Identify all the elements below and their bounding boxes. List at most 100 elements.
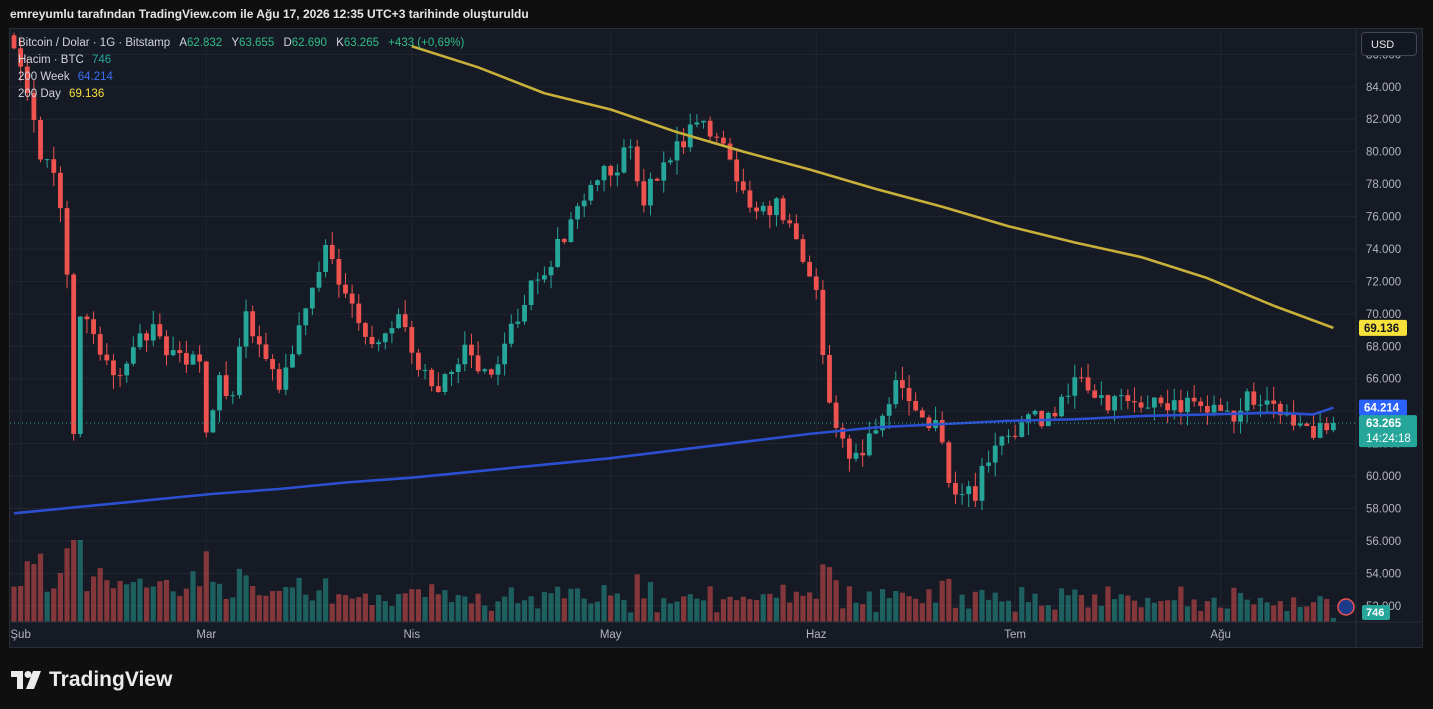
volume-bar [1198, 610, 1204, 622]
volume-bar [409, 589, 415, 622]
candle-body [608, 165, 614, 176]
candle-body [210, 410, 216, 433]
symbol-title[interactable]: Bitcoin / Dolar · 1G · Bitstamp [18, 37, 171, 49]
candle-body [1052, 412, 1058, 417]
volume-bar [588, 603, 594, 622]
volume-bar [700, 600, 707, 622]
x-tick-label: May [600, 629, 622, 641]
volume-bar [1257, 597, 1264, 622]
candle-body [1025, 414, 1031, 423]
candle-body [853, 452, 859, 459]
volume-bar [1178, 586, 1184, 622]
candle-body [827, 354, 832, 403]
candle-body [495, 364, 501, 375]
candle-body [926, 417, 932, 429]
candle-body [893, 380, 899, 405]
candle-body [250, 311, 256, 337]
volume-bar [1039, 605, 1045, 622]
candle-body [621, 147, 627, 173]
candle-body [1291, 413, 1296, 426]
volume-bar [561, 598, 567, 622]
candle-body [972, 486, 978, 501]
currency-button[interactable]: USD [1361, 32, 1417, 56]
volume-bar [382, 601, 388, 622]
candle-body [906, 387, 912, 402]
candle-body [435, 386, 441, 392]
volume-bar [1284, 611, 1290, 622]
candle-body [886, 404, 892, 416]
volume-bar [1330, 617, 1336, 622]
candle-body [953, 482, 958, 495]
candle-body [767, 205, 773, 216]
volume-bar [999, 601, 1005, 622]
volume-bar [767, 593, 773, 622]
volume-bar [97, 568, 103, 622]
candle-body [362, 323, 368, 337]
ma-day-badge-bg [1359, 319, 1407, 336]
volume-bar [601, 585, 607, 622]
candle-body [1006, 435, 1011, 437]
candle-body [754, 207, 759, 212]
candle-body [455, 364, 461, 373]
y-tick-label: 68.000 [1366, 341, 1401, 353]
candle-body [270, 358, 275, 370]
volume-bar [621, 599, 627, 622]
candle-body [979, 465, 985, 501]
volume-bar [283, 586, 289, 622]
volume-badge-bg [1362, 605, 1390, 620]
legend-ohlc: Bitcoin / Dolar · 1G · Bitstamp A62.832 … [18, 35, 464, 52]
candle-body [1231, 410, 1237, 422]
candle-body [913, 401, 919, 411]
volume-bar [1045, 605, 1051, 622]
volume-bar [488, 610, 494, 622]
candle-body [1244, 391, 1250, 411]
candle-body [1218, 404, 1224, 411]
volume-bar [846, 586, 852, 622]
candle-body [614, 172, 620, 176]
candle-body [1165, 403, 1171, 411]
volume-bar [316, 590, 322, 622]
high-key: Y [231, 37, 240, 49]
candle-body [1171, 400, 1177, 411]
candle-body [150, 324, 156, 341]
candle-body [1118, 395, 1124, 397]
candle-body [1264, 400, 1270, 405]
candle-body [595, 180, 600, 186]
volume-bar [11, 586, 17, 622]
y-tick-label: 80.000 [1366, 147, 1401, 159]
volume-bar [681, 596, 687, 622]
ma-week-label: 200 Week [18, 71, 70, 83]
volume-bar [1065, 595, 1071, 622]
volume-bar [197, 586, 203, 622]
volume-bar [1218, 607, 1224, 622]
candle-body [170, 350, 176, 356]
volume-bar [1211, 597, 1217, 622]
volume-bar [614, 593, 620, 622]
volume-bar [1151, 602, 1157, 622]
candle-body [396, 314, 401, 329]
axes: 86.00084.00082.00080.00078.00076.00074.0… [10, 30, 1422, 648]
tradingview-logo[interactable]: TradingView [11, 668, 172, 692]
volume-bar [362, 593, 368, 622]
candle-body [1304, 423, 1310, 427]
candle-body [77, 316, 83, 434]
legend-volume[interactable]: Hacim · BTC 746 [18, 52, 464, 69]
candle-body [389, 328, 395, 334]
volume-bar [1118, 594, 1124, 622]
volume-bar [667, 603, 673, 622]
volume-bar [840, 608, 846, 622]
volume-bar [1078, 594, 1085, 622]
legend-ma-day[interactable]: 200 Day 69.136 [18, 86, 464, 103]
volume-bar [1052, 609, 1058, 622]
volume-bar [1111, 599, 1118, 622]
candle-body [707, 120, 713, 137]
legend-ma-week[interactable]: 200 Week 64.214 [18, 69, 464, 86]
volume-bar [18, 586, 24, 622]
candle-body [203, 361, 209, 433]
volume-bar [886, 598, 892, 622]
volume-bar [1138, 607, 1144, 622]
volume-bar [1085, 607, 1091, 622]
x-tick-label: Ağu [1210, 629, 1230, 641]
candle-body [1191, 397, 1197, 402]
